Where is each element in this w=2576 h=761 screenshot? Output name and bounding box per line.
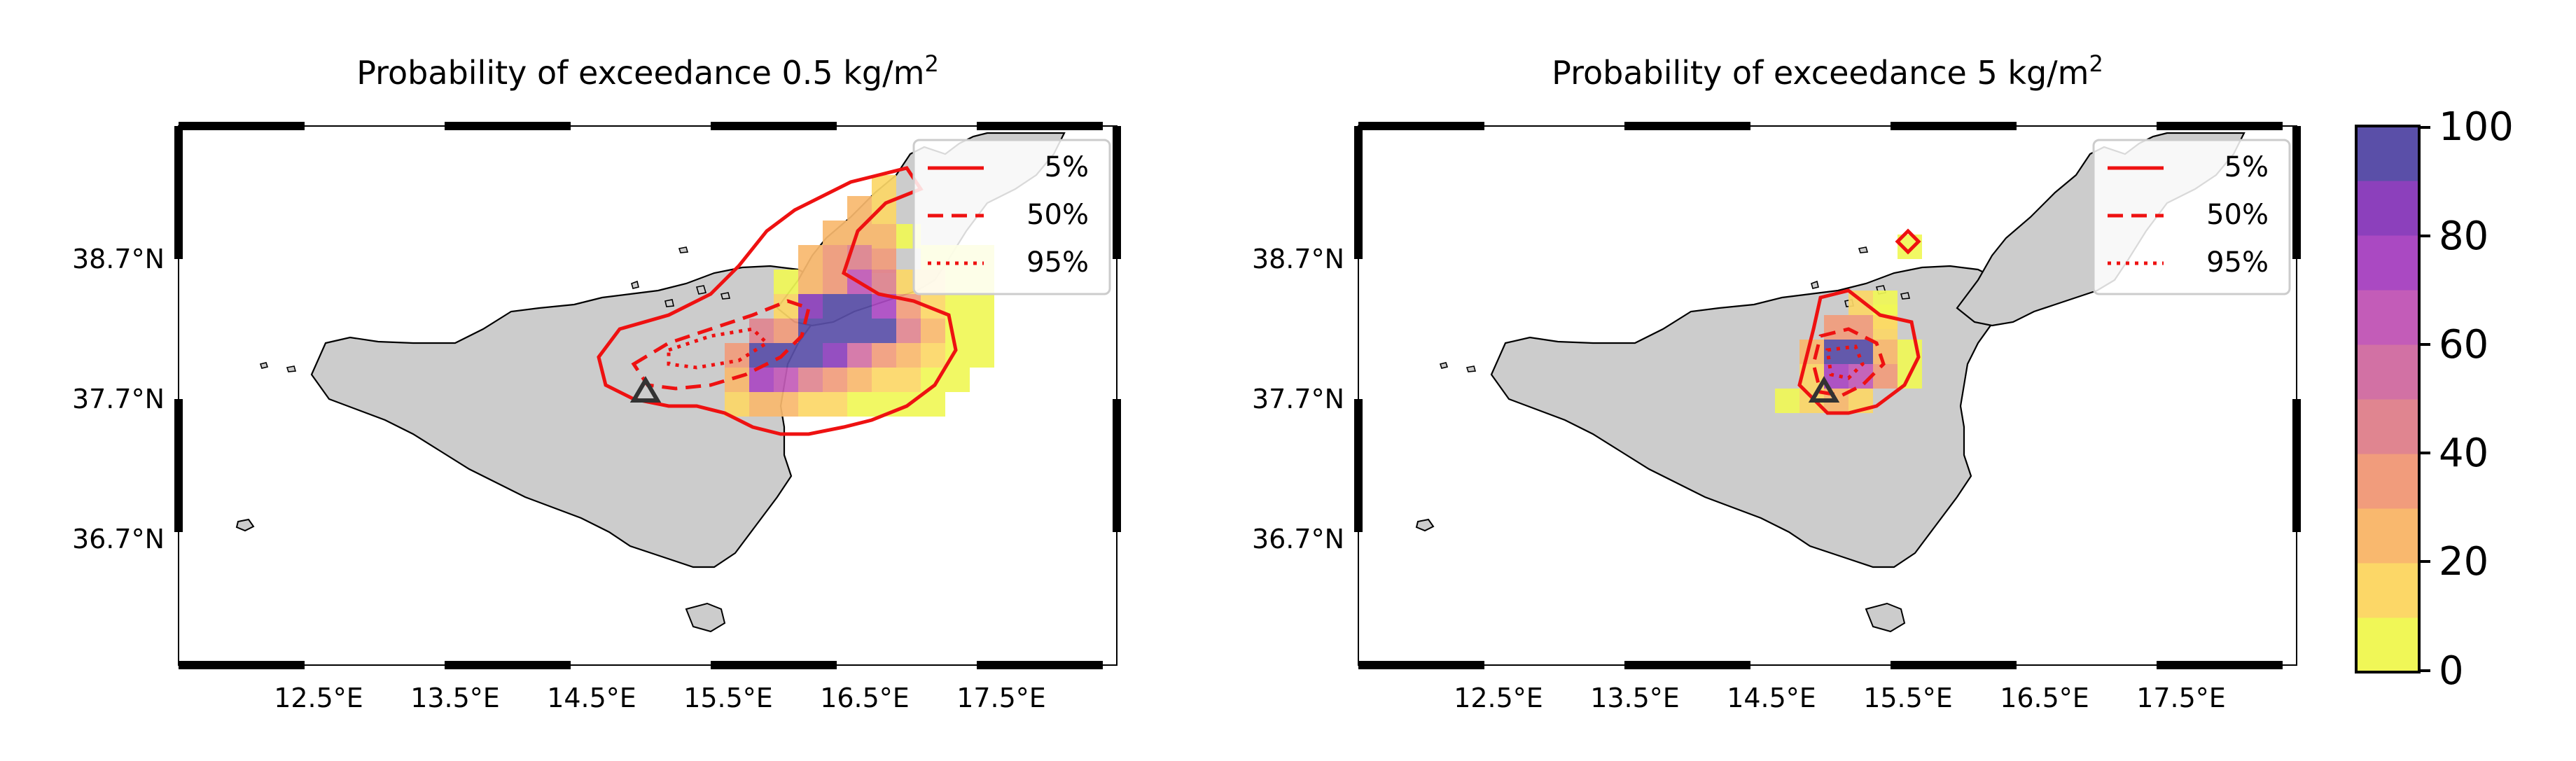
legend: 5% 50% 95% bbox=[912, 139, 1111, 295]
lat-labels: 38.7°N 37.7°N 36.7°N bbox=[72, 244, 165, 554]
svg-text:14.5°E: 14.5°E bbox=[547, 683, 636, 713]
lat-labels: 38.7°N 37.7°N 36.7°N bbox=[1252, 244, 1344, 554]
panel-left: Probability of exceedance 0.5 kg/m2 bbox=[72, 50, 1121, 713]
colorbar-label-20: 20 bbox=[2439, 539, 2488, 585]
colorbar-cell bbox=[2356, 563, 2419, 618]
colorbar-label-100: 100 bbox=[2439, 104, 2514, 150]
vent-triangle bbox=[629, 376, 662, 403]
contour-5pct bbox=[597, 166, 958, 436]
colorbar-cell bbox=[2356, 235, 2419, 291]
colorbar-cell bbox=[2356, 181, 2419, 236]
lon-labels: 12.5°E 13.5°E 14.5°E 15.5°E 16.5°E 17.5°… bbox=[274, 683, 1046, 713]
probability-contours bbox=[1797, 228, 1921, 415]
colorbar-labels: 100 80 60 40 20 0 bbox=[2439, 104, 2514, 694]
probability-contours bbox=[597, 166, 958, 436]
colorbar-cell bbox=[2356, 508, 2419, 564]
contour-5pct bbox=[1797, 288, 1921, 415]
vent-triangle bbox=[1808, 376, 1840, 403]
svg-text:12.5°E: 12.5°E bbox=[274, 683, 363, 713]
colorbar-cells bbox=[2356, 126, 2419, 673]
svg-text:17.5°E: 17.5°E bbox=[2136, 683, 2226, 713]
svg-text:13.5°E: 13.5°E bbox=[1590, 683, 1680, 713]
legend-label-5: 5% bbox=[1045, 151, 1089, 183]
legend-label-95: 95% bbox=[2206, 246, 2269, 279]
svg-text:15.5°E: 15.5°E bbox=[1863, 683, 1953, 713]
colorbar-cell bbox=[2356, 126, 2419, 181]
legend: 5% 50% 95% bbox=[2092, 139, 2291, 295]
contour-50pct bbox=[631, 299, 811, 391]
svg-text:36.7°N: 36.7°N bbox=[72, 524, 165, 554]
contour-95pct bbox=[1825, 344, 1865, 380]
contour-5pct-island bbox=[1895, 228, 1921, 255]
panel-left-title: Probability of exceedance 0.5 kg/m2 bbox=[356, 50, 939, 92]
svg-text:37.7°N: 37.7°N bbox=[1252, 384, 1344, 414]
colorbar-label-60: 60 bbox=[2439, 322, 2488, 368]
svg-text:17.5°E: 17.5°E bbox=[956, 683, 1046, 713]
colorbar-cell bbox=[2356, 399, 2419, 454]
colorbar-ticks bbox=[2419, 126, 2430, 672]
lon-labels: 12.5°E 13.5°E 14.5°E 15.5°E 16.5°E 17.5°… bbox=[1454, 683, 2226, 713]
probability-grid bbox=[725, 175, 994, 417]
colorbar-cell bbox=[2356, 617, 2419, 673]
svg-text:36.7°N: 36.7°N bbox=[1252, 524, 1344, 554]
colorbar-cell bbox=[2356, 344, 2419, 400]
map-content bbox=[1415, 132, 2246, 633]
colorbar-label-80: 80 bbox=[2439, 214, 2488, 259]
colorbar-label-0: 0 bbox=[2439, 648, 2464, 694]
colorbar: 100 80 60 40 20 0 bbox=[2355, 104, 2514, 694]
panel-right: Probability of exceedance 5 kg/m2 bbox=[1252, 50, 2301, 713]
legend-label-5: 5% bbox=[2225, 151, 2269, 183]
svg-text:12.5°E: 12.5°E bbox=[1454, 683, 1543, 713]
legend-label-50: 50% bbox=[1026, 199, 1089, 231]
svg-text:16.5°E: 16.5°E bbox=[820, 683, 910, 713]
svg-text:15.5°E: 15.5°E bbox=[683, 683, 773, 713]
svg-text:38.7°N: 38.7°N bbox=[72, 244, 165, 274]
colorbar-label-40: 40 bbox=[2439, 431, 2488, 476]
colorbar-cell bbox=[2356, 454, 2419, 509]
svg-text:13.5°E: 13.5°E bbox=[410, 683, 500, 713]
frame-ticks bbox=[1354, 122, 2301, 669]
svg-text:37.7°N: 37.7°N bbox=[72, 384, 165, 414]
contour-50pct bbox=[1811, 327, 1886, 398]
frame-ticks bbox=[174, 122, 1121, 669]
svg-text:16.5°E: 16.5°E bbox=[2000, 683, 2089, 713]
map-content bbox=[235, 132, 1066, 633]
colorbar-cell bbox=[2356, 290, 2419, 345]
legend-label-50: 50% bbox=[2206, 199, 2269, 231]
legend-label-95: 95% bbox=[1026, 246, 1089, 279]
svg-text:14.5°E: 14.5°E bbox=[1727, 683, 1816, 713]
panel-right-title: Probability of exceedance 5 kg/m2 bbox=[1552, 50, 2103, 92]
svg-text:38.7°N: 38.7°N bbox=[1252, 244, 1344, 274]
